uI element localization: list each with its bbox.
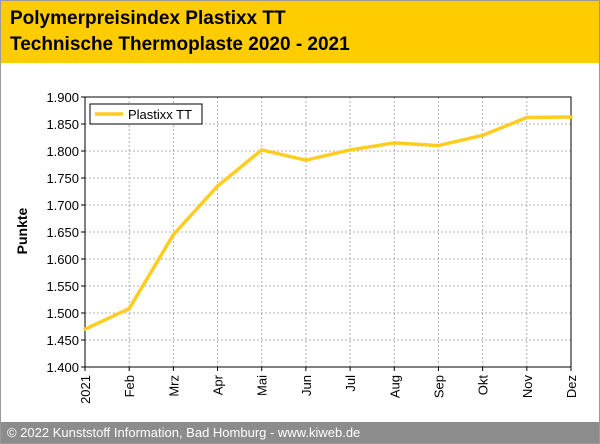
plot-border xyxy=(84,96,572,368)
x-tick-label: Aug xyxy=(387,375,402,398)
y-tick-label: 1.400 xyxy=(46,360,79,375)
legend: Plastixx TT xyxy=(89,103,203,125)
y-tick-label: 1.450 xyxy=(46,333,79,348)
data-point xyxy=(304,158,308,162)
y-tick-label: 1.600 xyxy=(46,252,79,267)
x-tick-label: Jul xyxy=(343,375,358,392)
y-axis-label: Punkte xyxy=(14,207,30,254)
x-tick-label: Feb xyxy=(122,375,137,397)
grid-lines xyxy=(85,96,571,368)
y-tick-label: 1.650 xyxy=(46,225,79,240)
y-tick-label: 1.700 xyxy=(46,198,79,213)
y-tick-label: 1.550 xyxy=(46,279,79,294)
data-point xyxy=(260,148,264,152)
x-tick-label: 2021 xyxy=(78,375,93,404)
series-layer xyxy=(83,115,573,331)
data-point xyxy=(127,307,131,311)
x-tick-label: Dez xyxy=(564,375,579,398)
data-point xyxy=(83,327,87,331)
line-chart: 1.400 1.450 1.500 1.550 1.600 1.650 1.700 1.750… xyxy=(14,90,579,404)
y-tick-label: 1.800 xyxy=(46,144,79,159)
data-point xyxy=(215,184,220,188)
data-point xyxy=(171,233,175,237)
x-tick-label: Okt xyxy=(476,375,491,396)
y-tick-label: 1.850 xyxy=(46,117,79,132)
chart-subtitle: Technische Thermoplaste 2020 - 2021 xyxy=(10,34,350,55)
series-line-plastixx-tt xyxy=(83,115,573,331)
footer-bar: © 2022 Kunststoff Information, Bad Hombu… xyxy=(1,422,599,443)
copyright-text: © 2022 Kunststoff Information, Bad Hombu… xyxy=(7,425,361,440)
y-tick-label: 1.900 xyxy=(46,90,79,105)
data-point xyxy=(525,115,529,120)
data-point xyxy=(392,141,396,145)
legend-label: Plastixx TT xyxy=(128,107,192,122)
x-tick-label: Sep xyxy=(431,375,446,398)
x-tick-label: Apr xyxy=(211,374,226,395)
legend-box xyxy=(89,103,203,125)
chart-title: Polymerpreisindex Plastixx TT xyxy=(10,8,286,29)
x-tick-label: Jun xyxy=(299,375,314,396)
y-tick-label: 1.750 xyxy=(46,171,79,186)
data-point xyxy=(348,148,352,152)
x-tick-label: Mrz xyxy=(166,375,181,397)
data-point xyxy=(436,144,441,148)
x-tick-label: Mai xyxy=(255,375,270,396)
axes: 1.400 1.450 1.500 1.550 1.600 1.650 1.700 1.750… xyxy=(46,90,579,404)
data-point xyxy=(481,133,485,137)
x-tick-label: Nov xyxy=(520,375,535,399)
data-point xyxy=(569,115,573,119)
chart-header: Polymerpreisindex Plastixx TT Technische… xyxy=(1,1,599,63)
y-tick-label: 1.500 xyxy=(46,306,79,321)
